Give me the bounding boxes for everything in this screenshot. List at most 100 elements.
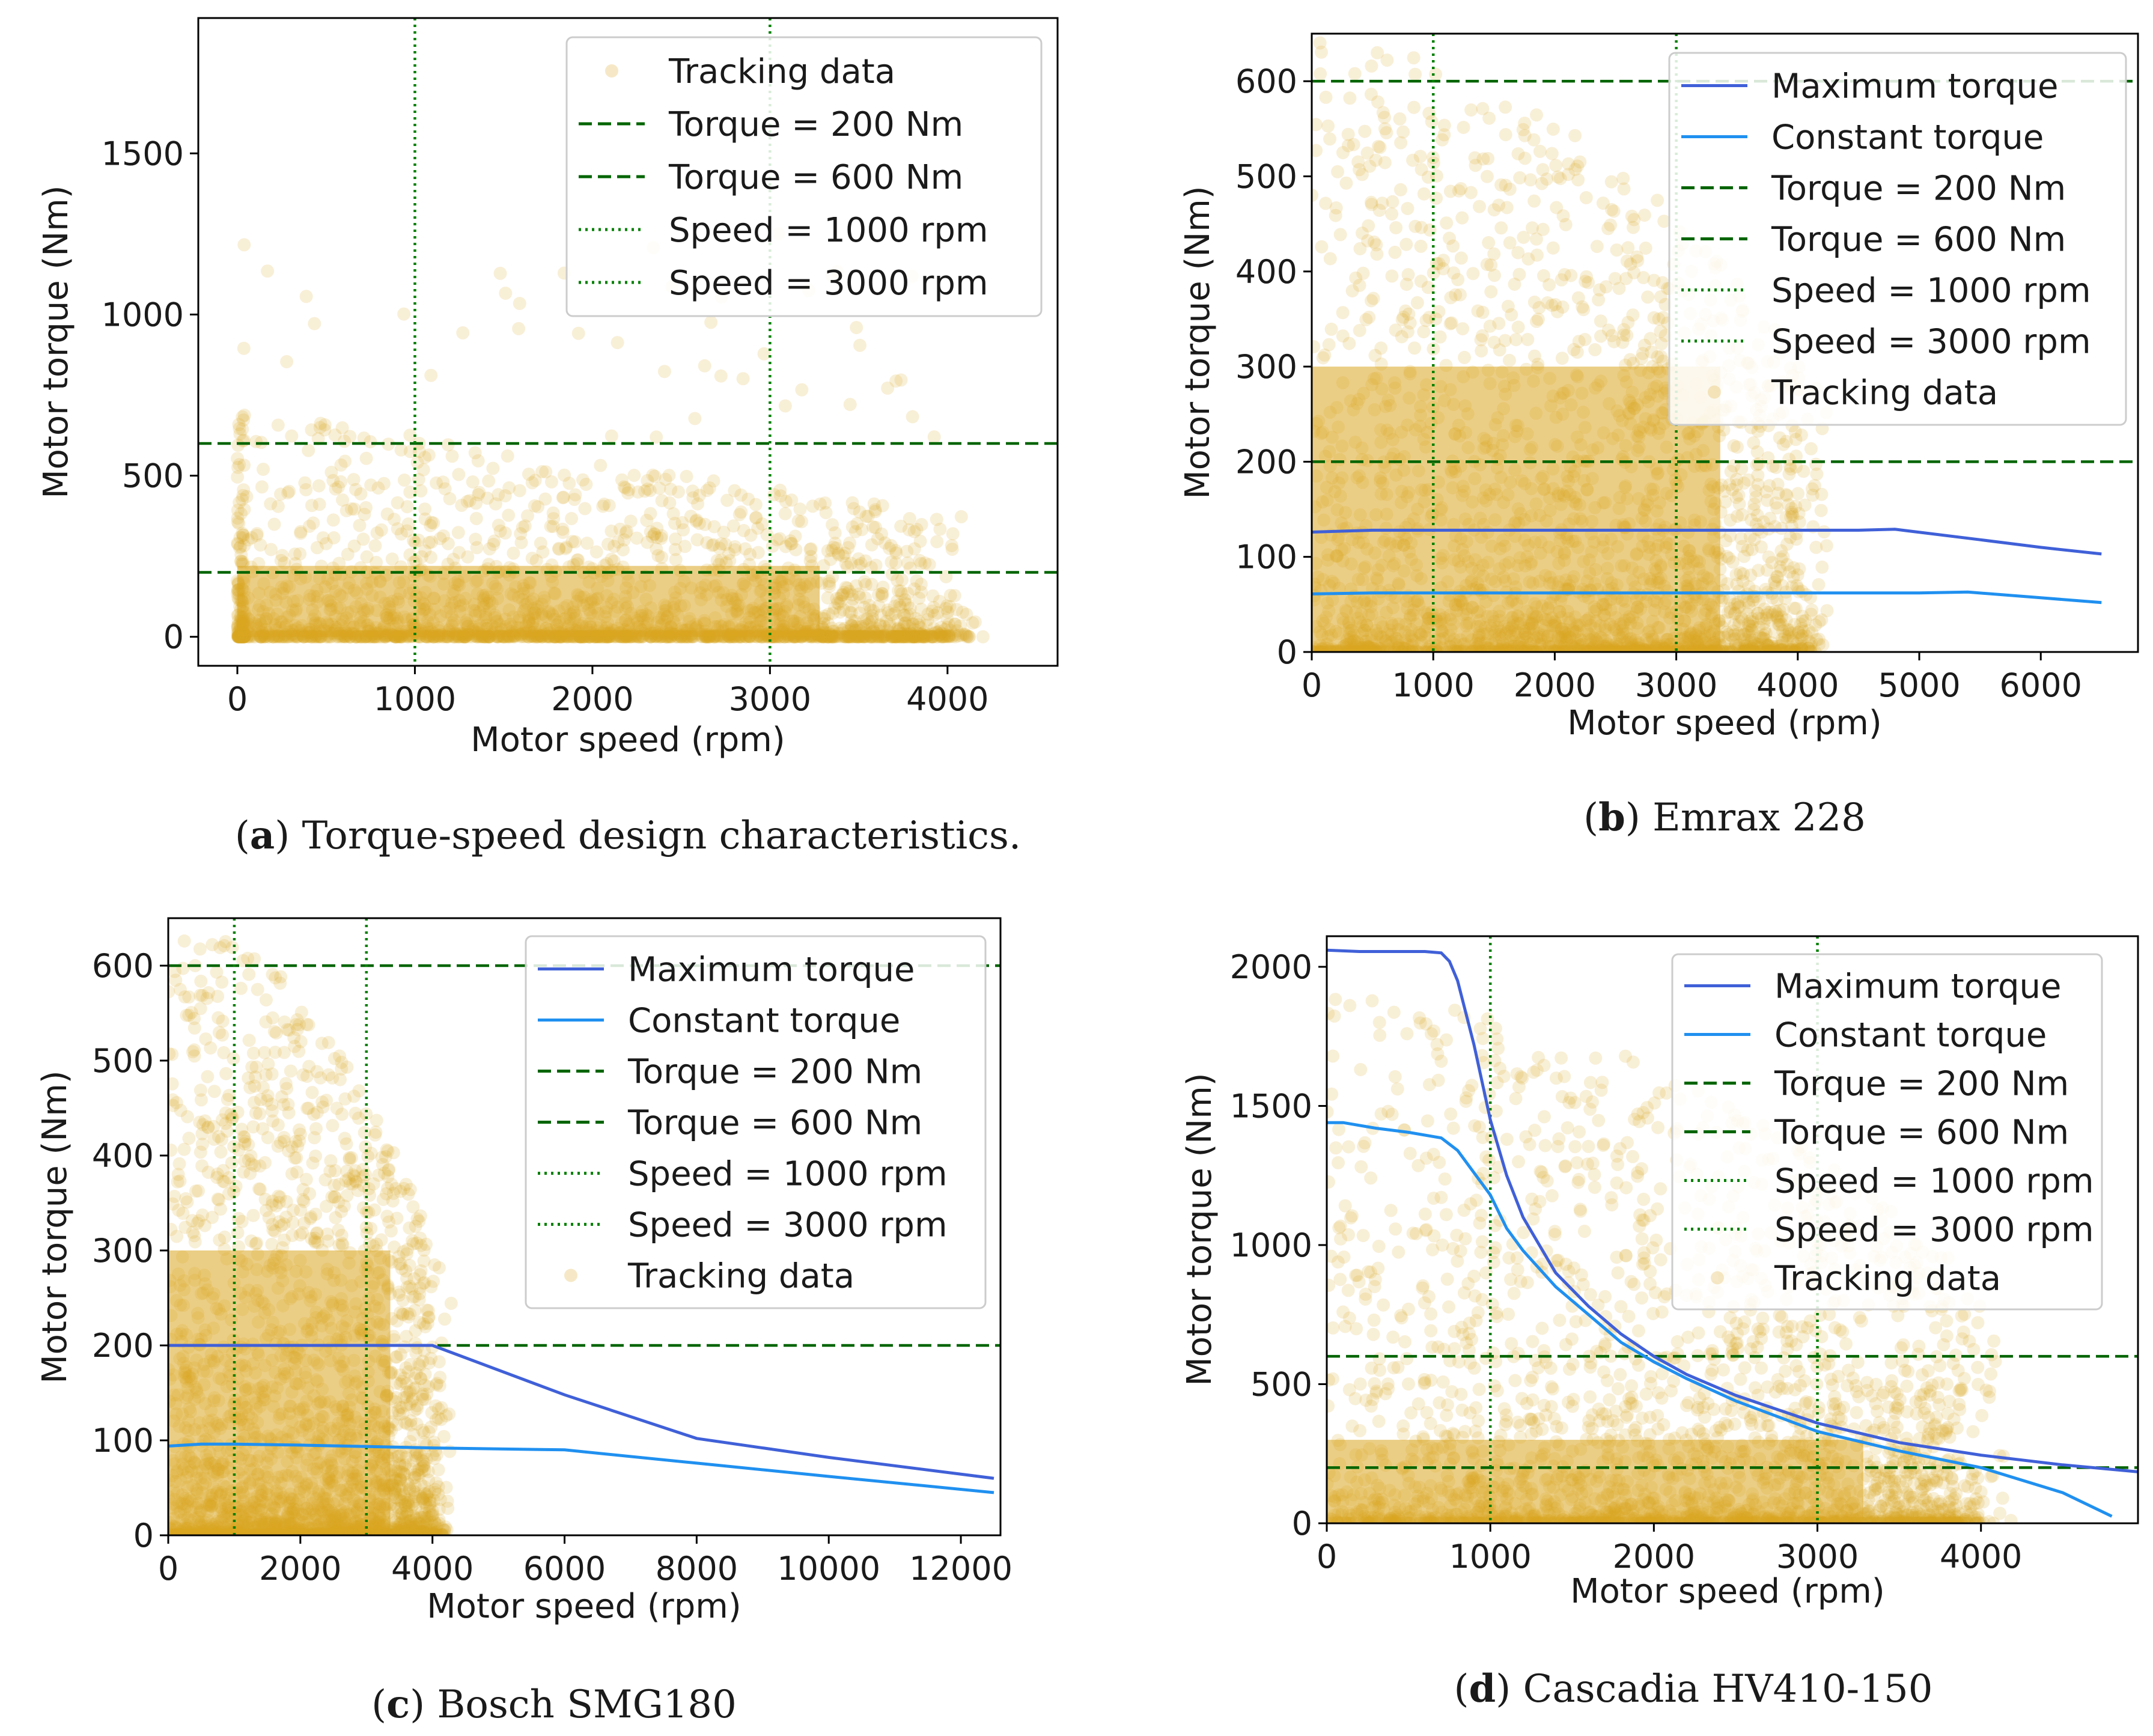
tracking-data-point (943, 600, 957, 614)
tracking-data-point (700, 536, 714, 550)
tracking-data-point (394, 527, 408, 541)
tracking-data-point (1389, 323, 1402, 337)
tracking-data-point (960, 630, 973, 644)
tracking-data-point (522, 468, 535, 481)
tracking-data-point (891, 623, 904, 636)
tracking-data-point (1789, 433, 1803, 446)
tracking-data-point (877, 628, 891, 642)
tracking-data-point (1725, 645, 1739, 652)
tracking-data-point (905, 627, 918, 641)
tracking-data-point (1329, 209, 1342, 222)
tracking-data-point (760, 528, 774, 541)
tracking-data-point (1748, 585, 1762, 598)
tracking-data-point (535, 465, 549, 478)
tracking-data-point (1769, 645, 1783, 652)
tracking-data-point (1729, 490, 1743, 504)
tracking-data-point (630, 531, 644, 545)
tracking-data-point (925, 605, 939, 618)
tracking-data-point (851, 630, 865, 644)
tracking-data-point (528, 499, 541, 513)
tracking-data-point (424, 550, 437, 564)
tracking-data-point (877, 629, 891, 642)
tracking-data-point (1612, 281, 1626, 295)
tracking-data-point (719, 538, 732, 552)
tracking-data-point (770, 533, 784, 547)
tracking-data-point (1768, 573, 1782, 587)
tracking-data-point (556, 490, 570, 504)
tracking-data-point (825, 629, 839, 642)
tracking-data-point (400, 500, 414, 514)
tracking-data-point (872, 624, 886, 638)
tracking-data-point (900, 630, 913, 644)
tracking-data-point (842, 630, 856, 644)
tracking-data-point (872, 630, 886, 644)
tracking-data-point (744, 528, 758, 542)
tracking-data-point (1401, 268, 1415, 282)
tracking-data-point (880, 630, 894, 644)
tracking-data-point (513, 484, 526, 498)
tracking-data-point (930, 513, 943, 526)
tracking-data-point (1747, 503, 1761, 516)
tracking-data-point (895, 630, 909, 644)
tracking-data-point (1651, 193, 1664, 207)
tracking-data-point (1788, 644, 1801, 652)
tracking-data-point (353, 519, 367, 532)
tracking-data-point (889, 630, 903, 644)
tracking-data-point (1747, 645, 1761, 652)
tracking-data-point (948, 628, 962, 642)
tracking-data-point (380, 507, 394, 521)
tracking-data-point (1771, 642, 1785, 652)
tracking-data-point (728, 543, 742, 556)
tracking-data-point (924, 628, 937, 642)
tracking-data-point (1432, 305, 1446, 318)
tracking-data-point (892, 584, 905, 598)
tracking-data-point (1789, 642, 1803, 652)
tracking-data-point (824, 630, 838, 644)
tracking-data-point (1545, 147, 1559, 160)
tracking-data-point (231, 537, 245, 551)
tracking-data-point (869, 621, 883, 635)
tracking-data-point (833, 630, 847, 644)
tracking-data-point (507, 546, 520, 560)
tracking-data-point (1517, 231, 1530, 244)
tracking-data-point (930, 626, 943, 639)
tracking-data-point (841, 541, 855, 555)
tracking-data-point (1793, 643, 1806, 652)
tracking-data-point (556, 491, 570, 505)
tracking-data-point (692, 517, 706, 530)
tracking-data-point (1786, 645, 1800, 652)
tracking-data-point (641, 535, 654, 549)
tracking-data-point (1353, 163, 1366, 177)
tracking-data-point (1723, 592, 1737, 606)
tracking-data-point (901, 620, 914, 633)
tracking-data-point (1579, 275, 1592, 288)
tracking-data-point (844, 606, 858, 620)
tracking-data-point (1723, 529, 1737, 543)
tracking-data-point (1378, 122, 1392, 136)
tracking-data-point (912, 615, 926, 629)
tracking-data-point (859, 578, 872, 591)
tracking-data-point (869, 626, 883, 640)
tracking-data-point (883, 617, 897, 631)
tracking-data-point (1741, 626, 1755, 639)
tracking-data-point (1401, 325, 1415, 339)
tracking-data-point (1760, 563, 1774, 577)
tracking-data-point (1780, 537, 1794, 551)
tracking-data-point (1740, 639, 1753, 652)
tracking-data-point (749, 511, 763, 525)
tracking-data-point (1385, 207, 1399, 221)
tracking-data-point (1475, 344, 1488, 358)
tracking-data-point (469, 532, 483, 546)
tracking-data-point (926, 630, 940, 644)
tracking-data-point (1371, 95, 1384, 109)
tracking-data-point (1508, 278, 1521, 291)
tracking-data-point (963, 630, 976, 644)
tracking-data-point (1437, 128, 1451, 142)
tracking-data-point (305, 499, 318, 513)
tracking-data-point (913, 534, 927, 548)
tracking-data-point (844, 623, 858, 637)
tracking-data-point (839, 580, 853, 594)
tracking-data-point (643, 484, 657, 498)
tracking-data-point (371, 481, 385, 495)
